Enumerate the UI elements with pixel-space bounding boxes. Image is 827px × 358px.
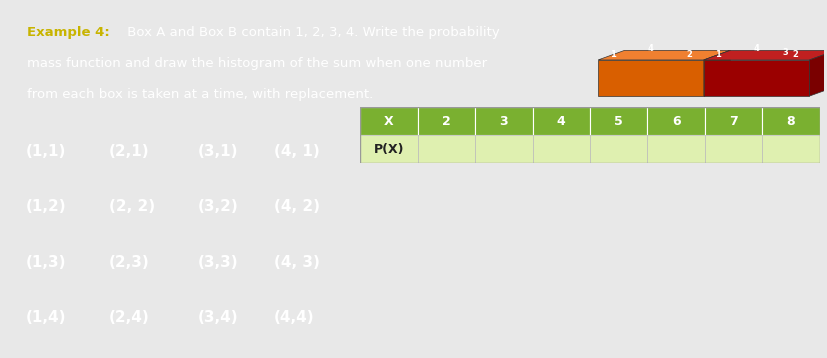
Text: (4,4): (4,4) (273, 310, 313, 325)
FancyBboxPatch shape (589, 107, 647, 135)
Text: (3,2): (3,2) (198, 199, 238, 214)
Polygon shape (703, 50, 827, 60)
Text: 2: 2 (686, 50, 691, 59)
Text: 1: 1 (609, 50, 614, 59)
FancyBboxPatch shape (647, 107, 704, 135)
FancyBboxPatch shape (417, 107, 475, 135)
Text: 3: 3 (782, 48, 787, 57)
Text: 1: 1 (715, 50, 720, 59)
Text: (1,2): (1,2) (26, 199, 67, 214)
Text: 8: 8 (786, 115, 795, 128)
Text: 3: 3 (499, 115, 508, 128)
Text: 4: 4 (753, 44, 758, 53)
Text: 2: 2 (791, 50, 797, 59)
Text: (3,1): (3,1) (198, 144, 238, 159)
Text: (2,1): (2,1) (108, 144, 149, 159)
Text: (1,1): (1,1) (26, 144, 66, 159)
FancyBboxPatch shape (417, 135, 475, 163)
Text: X: X (384, 115, 393, 128)
Text: (2,3): (2,3) (108, 255, 149, 270)
Text: (2, 2): (2, 2) (108, 199, 155, 214)
Text: (1,3): (1,3) (26, 255, 67, 270)
FancyBboxPatch shape (704, 135, 762, 163)
Polygon shape (703, 60, 809, 96)
FancyBboxPatch shape (762, 135, 819, 163)
Text: 5: 5 (614, 115, 622, 128)
Text: 4: 4 (557, 115, 565, 128)
Polygon shape (703, 50, 729, 96)
FancyBboxPatch shape (532, 135, 589, 163)
Text: from each box is taken at a time, with replacement.: from each box is taken at a time, with r… (26, 88, 372, 101)
FancyBboxPatch shape (647, 135, 704, 163)
Text: (4, 2): (4, 2) (273, 199, 319, 214)
Text: (4, 1): (4, 1) (273, 144, 319, 159)
FancyBboxPatch shape (704, 107, 762, 135)
Text: (4, 3): (4, 3) (273, 255, 319, 270)
Text: Example 4:: Example 4: (26, 26, 109, 39)
Polygon shape (809, 50, 827, 96)
FancyBboxPatch shape (475, 107, 532, 135)
Polygon shape (597, 60, 703, 96)
Text: 7: 7 (729, 115, 737, 128)
Text: mass function and draw the histogram of the sum when one number: mass function and draw the histogram of … (26, 57, 486, 71)
Text: 6: 6 (671, 115, 680, 128)
FancyBboxPatch shape (762, 107, 819, 135)
Text: (3,3): (3,3) (198, 255, 238, 270)
Polygon shape (597, 50, 729, 60)
Text: Box A and Box B contain 1, 2, 3, 4. Write the probability: Box A and Box B contain 1, 2, 3, 4. Writ… (123, 26, 500, 39)
Text: (3,4): (3,4) (198, 310, 238, 325)
Text: (2,4): (2,4) (108, 310, 149, 325)
Text: 4: 4 (648, 44, 653, 53)
FancyBboxPatch shape (589, 135, 647, 163)
FancyBboxPatch shape (360, 135, 417, 163)
FancyBboxPatch shape (532, 107, 589, 135)
FancyBboxPatch shape (475, 135, 532, 163)
Text: P(X): P(X) (373, 142, 404, 155)
Text: 2: 2 (442, 115, 450, 128)
FancyBboxPatch shape (360, 107, 417, 135)
Text: (1,4): (1,4) (26, 310, 67, 325)
